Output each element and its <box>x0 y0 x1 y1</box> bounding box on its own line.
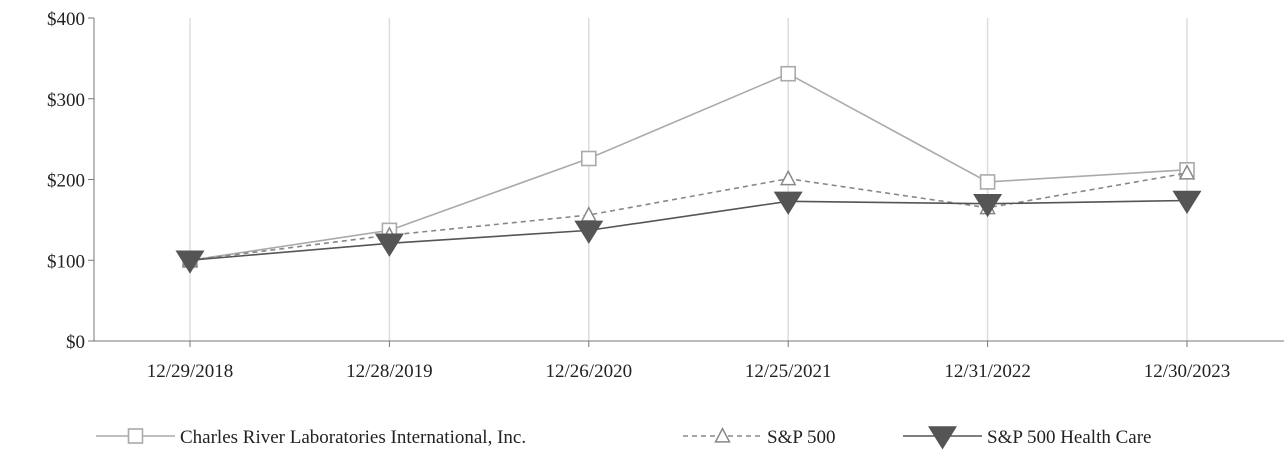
point-marker-square <box>979 174 996 190</box>
series-3 <box>175 190 1202 274</box>
point-marker-square <box>780 65 797 82</box>
x-tick-label: 12/31/2022 <box>944 361 1031 382</box>
legend-label: S&P 500 Health Care <box>987 427 1151 448</box>
legend-item: S&P 500 Health Care <box>903 426 1151 450</box>
series-line <box>189 172 1188 262</box>
y-tick-label: $0 <box>66 332 85 353</box>
legend-label: S&P 500 <box>767 427 835 448</box>
x-tick-label: 12/29/2018 <box>147 361 234 382</box>
point-marker-triangle-down <box>773 191 803 215</box>
point-marker-square <box>580 150 597 167</box>
y-tick-label: $400 <box>47 9 85 30</box>
x-tick-label: 12/25/2021 <box>745 361 832 382</box>
legend-label: Charles River Laboratories International… <box>180 427 526 448</box>
point-marker-triangle-down <box>927 426 958 450</box>
y-tick-label: $100 <box>47 251 85 272</box>
series-line <box>189 199 1188 262</box>
series-1 <box>182 65 1195 269</box>
point-marker-triangle-down <box>374 233 404 257</box>
point-marker-triangle <box>779 169 797 186</box>
x-tick-label: 12/28/2019 <box>346 361 433 382</box>
series-lines <box>175 65 1202 274</box>
legend-item: Charles River Laboratories International… <box>96 427 526 448</box>
y-tick-label: $300 <box>47 90 85 111</box>
point-marker-triangle-down <box>175 250 205 274</box>
point-marker-triangle-down <box>574 220 604 244</box>
point-marker-triangle <box>1178 164 1196 180</box>
point-marker-triangle-down <box>973 193 1003 218</box>
legend: Charles River Laboratories International… <box>96 426 1151 450</box>
y-tick-labels: $0 $100 $200 $300 $400 <box>47 9 94 353</box>
y-tick-label: $200 <box>47 171 85 192</box>
x-tick-label: 12/30/2023 <box>1144 361 1231 382</box>
series-line <box>189 72 1188 262</box>
point-marker-triangle-down <box>1172 190 1202 215</box>
x-tick-labels: 12/29/2018 12/28/2019 12/26/2020 12/25/2021… <box>147 341 1231 382</box>
point-marker-square <box>127 428 144 444</box>
x-tick-label: 12/26/2020 <box>546 361 633 382</box>
axes <box>93 18 1284 342</box>
legend-item: S&P 500 <box>683 427 835 448</box>
point-marker-triangle <box>714 427 731 443</box>
